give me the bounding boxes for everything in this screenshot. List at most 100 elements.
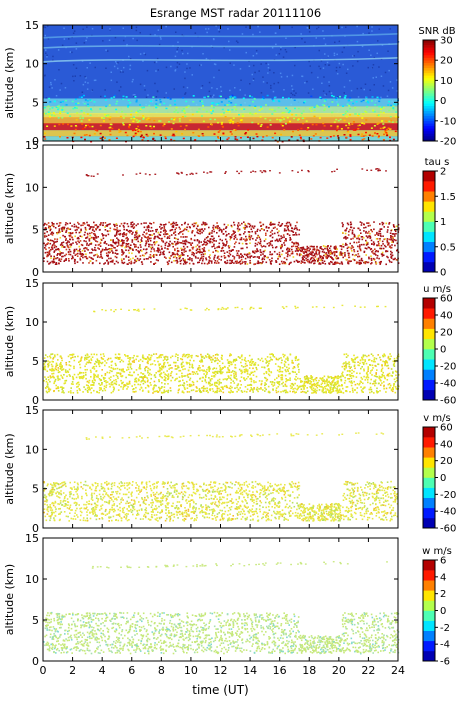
colorbar-tick-label: 1.5 xyxy=(440,192,456,203)
panel-5: 0 5 10 15 altitude (km) w m/s6 4 2 0 -2 -4 -6 xyxy=(3,532,452,668)
x-tick-label: 16 xyxy=(273,664,287,677)
snr-layer-2 xyxy=(42,33,399,39)
data-speckles xyxy=(43,432,399,522)
colorbar-4: v m/s60 40 20 0 -20 -40 -60 xyxy=(422,413,456,535)
y-tick-label: 15 xyxy=(25,532,39,545)
y-tick-label: 10 xyxy=(25,58,39,71)
colorbar-tick-label: 60 xyxy=(440,294,453,305)
colorbar-tick-label: 0 xyxy=(440,473,446,484)
y-tick-label: 5 xyxy=(32,483,39,496)
x-tick-label: 0 xyxy=(40,664,47,677)
y-tick-label: 0 xyxy=(32,135,39,148)
snr-band-3 xyxy=(43,117,398,124)
colorbar-5: w m/s6 4 2 0 -2 -4 -6 xyxy=(422,546,452,668)
y-axis-label: altitude (km) xyxy=(3,173,16,244)
snr-band-4 xyxy=(43,123,398,131)
x-tick-label: 6 xyxy=(128,664,135,677)
data-speckles xyxy=(43,168,400,266)
colorbar-frame xyxy=(422,39,436,142)
y-tick-label: 15 xyxy=(25,19,39,32)
colorbar-tick-label: 40 xyxy=(440,311,453,322)
colorbar-tick-label: 1 xyxy=(440,217,446,228)
colorbar-tick-label: -60 xyxy=(440,396,456,407)
x-tick-label: 10 xyxy=(184,664,198,677)
y-axis-label: altitude (km) xyxy=(3,306,16,377)
y-tick-label: 5 xyxy=(32,355,39,368)
colorbar-label: u m/s xyxy=(423,284,451,295)
colorbar-tick-label: 4 xyxy=(440,572,446,583)
colorbar-tick-label: 0 xyxy=(440,606,446,617)
colorbar-tick-label: 2 xyxy=(440,167,446,178)
snr-layer-1 xyxy=(42,43,399,49)
colorbar-tick-label: 2 xyxy=(440,589,446,600)
x-tick-label: 4 xyxy=(99,664,106,677)
x-tick-label: 2 xyxy=(69,664,76,677)
colorbar-tick-label: -10 xyxy=(440,116,456,127)
x-tick-label: 12 xyxy=(214,664,228,677)
colorbar-tick-label: -4 xyxy=(440,640,450,651)
x-tick-label: 24 xyxy=(391,664,405,677)
colorbar-tick-label: 40 xyxy=(440,439,453,450)
y-axis-label: altitude (km) xyxy=(3,564,16,635)
y-tick-label: 0 xyxy=(32,522,39,535)
colorbar-tick-label: 0 xyxy=(440,268,446,279)
y-tick-label: 10 xyxy=(25,443,39,456)
y-tick-label: 5 xyxy=(32,96,39,109)
y-tick-label: 10 xyxy=(25,316,39,329)
data-speckles xyxy=(43,561,400,655)
colorbar-tick-label: -6 xyxy=(440,657,450,668)
colorbar-tick-label: -20 xyxy=(440,362,456,373)
y-tick-label: 15 xyxy=(25,139,39,152)
colorbar-tick-label: 0 xyxy=(440,96,446,107)
x-axis-label: time (UT) xyxy=(192,683,248,697)
data-speckles xyxy=(43,304,400,394)
colorbar-3: u m/s60 40 20 0 -20 -40 -60 xyxy=(422,284,456,407)
x-tick-label: 14 xyxy=(243,664,257,677)
colorbar-tick-label: -60 xyxy=(440,524,456,535)
colorbar-tick-label: 6 xyxy=(440,556,446,567)
y-axis-label: altitude (km) xyxy=(3,433,16,504)
colorbar-tick-label: -20 xyxy=(440,137,456,148)
y-tick-label: 5 xyxy=(32,224,39,237)
x-tick-label: 18 xyxy=(302,664,316,677)
x-tick-label: 8 xyxy=(158,664,165,677)
x-tick-label: 20 xyxy=(332,664,346,677)
colorbar-tick-label: 60 xyxy=(440,423,453,434)
colorbar-label: v m/s xyxy=(423,413,450,424)
panel-2: 0 5 10 15 altitude (km) tau s2 1.5 1 0.5 0 xyxy=(3,139,456,279)
colorbar-tick-label: -20 xyxy=(440,490,456,501)
snr-band-1 xyxy=(43,106,398,114)
colorbar-tick-label: 0 xyxy=(440,345,446,356)
colorbar-label: tau s xyxy=(425,157,450,168)
y-tick-label: 0 xyxy=(32,655,39,668)
y-tick-label: 5 xyxy=(32,614,39,627)
figure-title: Esrange MST radar 20111106 xyxy=(149,6,322,20)
panel-3: 0 5 10 15 altitude (km) u m/s60 40 20 0 -20 -40 -60 xyxy=(3,277,456,407)
colorbar-label: w m/s xyxy=(422,546,452,557)
plot-area xyxy=(43,283,398,400)
y-tick-label: 15 xyxy=(25,404,39,417)
colorbar-tick-label: 30 xyxy=(440,36,453,47)
colorbar-label: SNR dB xyxy=(418,26,455,37)
colorbar-2: tau s2 1.5 1 0.5 0 xyxy=(422,157,456,279)
y-tick-label: 0 xyxy=(32,266,39,279)
colorbar-tick-label: -2 xyxy=(440,623,450,634)
colorbar-tick-label: 20 xyxy=(440,456,453,467)
colorbar-tick-label: -40 xyxy=(440,379,456,390)
snr-band-5 xyxy=(43,130,398,137)
x-tick-label: 22 xyxy=(361,664,375,677)
colorbar-tick-label: 20 xyxy=(440,56,453,67)
snr-band-0 xyxy=(43,98,398,107)
colorbar-tick-label: -40 xyxy=(440,507,456,518)
colorbar-tick-label: 10 xyxy=(440,76,453,87)
y-tick-label: 0 xyxy=(32,394,39,407)
y-tick-label: 10 xyxy=(25,573,39,586)
snr-layer-0 xyxy=(42,57,399,63)
snr-band-2 xyxy=(43,113,398,118)
y-tick-label: 15 xyxy=(25,277,39,290)
colorbar-tick-label: 20 xyxy=(440,328,453,339)
y-tick-label: 10 xyxy=(25,181,39,194)
